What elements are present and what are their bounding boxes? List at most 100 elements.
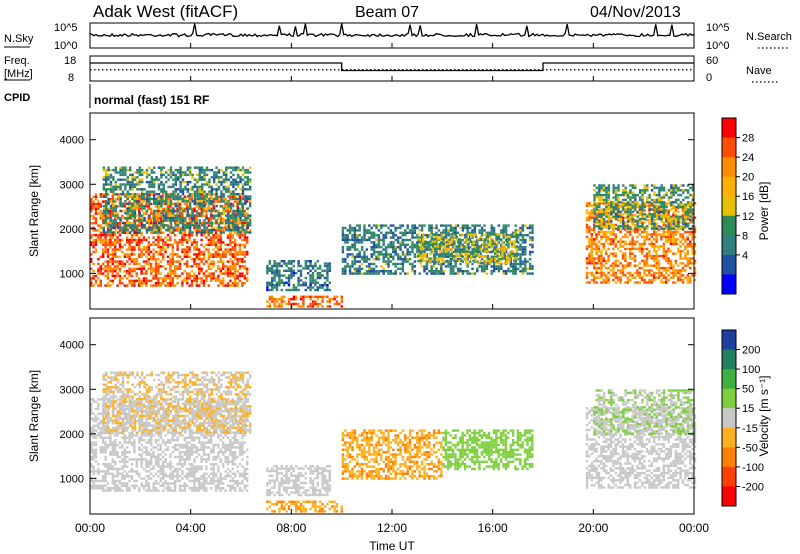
power-cell [92,234,95,237]
power-cell [239,212,242,215]
power-cell [202,200,206,203]
power-cell [169,192,173,196]
power-cell [162,248,165,251]
power-cell [244,216,247,220]
power-cell [283,300,286,303]
power-cell [174,188,177,191]
power-cell [436,245,439,248]
power-cell [503,245,506,248]
power-cell [176,253,179,256]
power-cell [416,248,419,251]
power-cell [470,252,473,255]
power-cell [486,242,490,246]
power-cell [169,221,173,225]
power-cell [214,243,218,246]
power-cell [244,180,247,184]
power-cell [171,279,174,282]
power-cell [164,250,167,254]
power-cell [162,202,165,206]
power-cell [249,188,252,191]
power-cell [396,236,400,239]
power-cell [124,212,127,215]
power-cell [435,270,438,273]
power-cell [138,241,141,244]
power-cell [353,226,357,230]
power-cell [484,262,487,265]
power-cell [466,258,469,261]
power-cell [524,267,527,270]
power-cell [588,259,591,263]
power-cell [358,260,361,263]
power-cell [360,248,364,251]
power-cell [304,284,307,287]
power-cell [456,267,460,270]
power-cell [140,270,143,273]
power-cell [133,202,136,206]
power-cell [404,260,407,263]
power-cell [234,248,237,251]
power-cell [147,248,150,251]
power-cell [693,262,697,265]
power-cell [614,264,617,267]
power-cell [280,288,283,292]
power-cell [528,231,532,234]
power-cell [413,243,417,246]
power-cell [123,222,126,225]
power-cell [602,221,605,224]
power-cell [140,248,143,251]
power-cell [220,200,223,203]
power-cell [328,264,331,268]
power-cell [236,219,239,222]
power-cell [655,276,658,279]
power-cell [612,252,615,255]
power-cell [126,260,129,263]
power-cell [459,241,462,244]
power-cell [449,229,453,232]
power-cell [399,272,402,275]
power-cell [148,219,151,222]
power-cell [165,197,168,201]
power-cell [360,246,364,249]
power-cell [693,202,697,205]
power-cell [186,241,189,244]
power-cell [459,258,462,261]
power-cell [246,279,249,282]
power-cell [119,185,122,189]
power-cell [191,224,194,227]
power-cell [443,235,446,239]
power-cell [377,272,381,275]
power-cell [588,252,591,255]
power-cell [112,200,115,203]
power-cell [92,284,95,287]
power-cell [441,242,444,246]
power-cell [166,212,170,215]
power-cell [147,207,150,210]
power-cell [418,229,421,232]
power-cell [128,274,131,278]
power-cell [123,231,126,234]
power-cell [593,203,596,206]
power-cell [459,238,462,242]
power-cell [225,185,228,189]
power-cell [214,231,218,234]
power-cell [485,262,489,266]
power-cell [612,262,615,265]
power-cell [210,219,213,222]
power-cell [102,178,105,181]
power-cell [99,231,102,234]
power-cell [297,284,300,287]
power-cell [90,234,93,237]
power-cell [485,248,489,251]
power-cell [600,266,603,270]
power-cell [143,188,146,191]
power-cell [502,229,505,232]
power-cell [447,238,450,242]
power-cell [465,259,468,263]
power-cell [309,298,312,301]
power-cell [382,260,385,263]
nsearch-label: N.Search [746,31,792,43]
power-cell [195,279,198,282]
power-cell [353,241,357,244]
power-cell [183,279,186,282]
power-cell [135,260,138,263]
